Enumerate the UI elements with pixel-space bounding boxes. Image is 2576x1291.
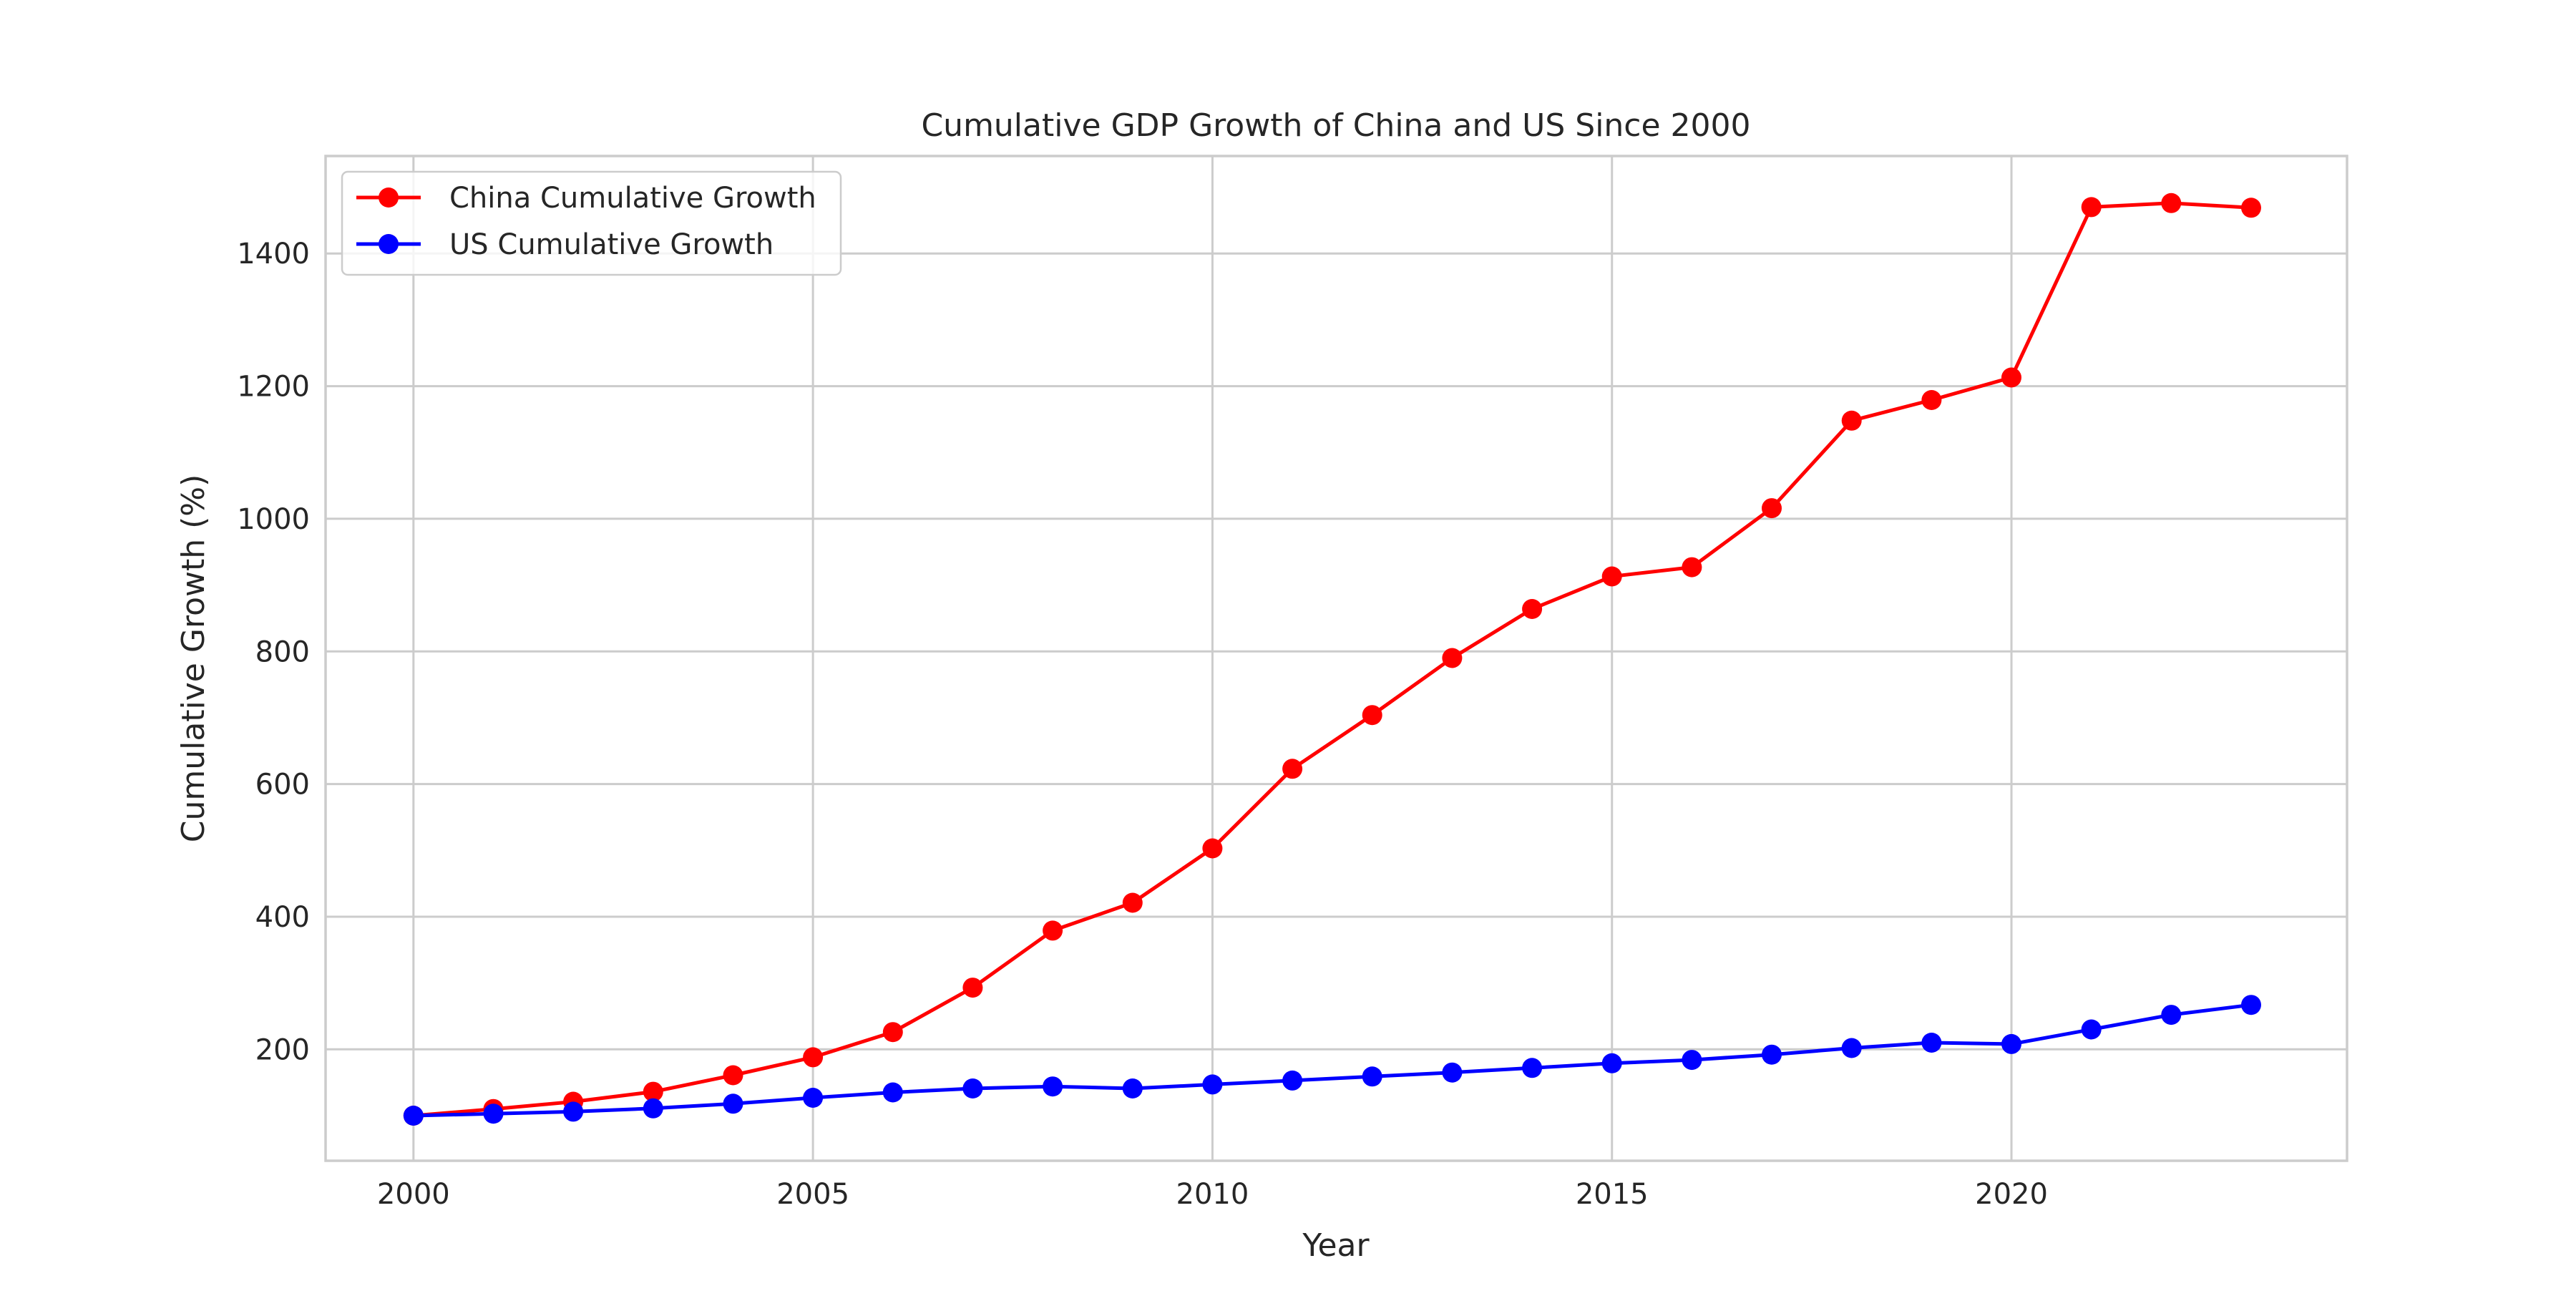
data-point-us bbox=[2161, 1005, 2182, 1026]
x-tick-label: 2020 bbox=[1975, 1178, 2048, 1211]
data-point-china bbox=[1601, 566, 1622, 587]
x-tick-label: 2010 bbox=[1176, 1178, 1249, 1211]
y-tick-label: 400 bbox=[255, 901, 310, 934]
y-tick-label: 1400 bbox=[237, 238, 310, 271]
legend-us-marker bbox=[379, 234, 399, 254]
data-point-china bbox=[1122, 892, 1143, 913]
data-point-us bbox=[1202, 1074, 1223, 1095]
chart-title: Cumulative GDP Growth of China and US Si… bbox=[921, 107, 1750, 144]
data-point-china bbox=[1841, 410, 1862, 431]
plot-area bbox=[326, 156, 2347, 1161]
data-point-us bbox=[403, 1106, 424, 1126]
data-point-us bbox=[723, 1093, 743, 1114]
y-axis-label: Cumulative Growth (%) bbox=[175, 474, 212, 843]
data-point-us bbox=[962, 1078, 983, 1098]
data-point-us bbox=[483, 1104, 504, 1124]
data-point-china bbox=[1921, 390, 1942, 410]
series-line-us bbox=[411, 1003, 2253, 1118]
series-us bbox=[403, 995, 2261, 1126]
data-point-us bbox=[2081, 1019, 2102, 1040]
data-point-china bbox=[1202, 838, 1223, 859]
data-point-us bbox=[882, 1082, 903, 1103]
data-point-us bbox=[563, 1101, 584, 1122]
plot-frame bbox=[324, 155, 2348, 1162]
data-point-china bbox=[1043, 920, 1063, 941]
data-point-us bbox=[1841, 1038, 1862, 1058]
data-point-us bbox=[1601, 1053, 1622, 1073]
series-lines bbox=[403, 193, 2261, 1126]
legend-china-label: China Cumulative Growth bbox=[449, 182, 816, 215]
legend: China Cumulative Growth US Cumulative Gr… bbox=[341, 170, 842, 276]
legend-china-marker bbox=[379, 187, 399, 208]
data-point-us bbox=[1682, 1050, 1702, 1071]
data-point-us bbox=[643, 1098, 663, 1119]
data-point-china bbox=[803, 1047, 824, 1068]
data-point-us bbox=[1362, 1066, 1382, 1087]
data-point-us bbox=[2001, 1033, 2021, 1054]
data-point-us bbox=[1122, 1078, 1143, 1098]
data-point-china bbox=[962, 978, 983, 998]
series-china bbox=[403, 193, 2261, 1126]
y-tick-label: 800 bbox=[255, 635, 310, 668]
data-point-china bbox=[1682, 557, 1702, 578]
data-point-china bbox=[1762, 498, 1782, 519]
data-point-us bbox=[1043, 1076, 1063, 1097]
data-point-us bbox=[2241, 995, 2261, 1015]
x-tick-label: 2005 bbox=[776, 1178, 849, 1211]
data-point-us bbox=[803, 1088, 824, 1108]
data-point-china bbox=[1362, 705, 1382, 726]
legend-box bbox=[341, 170, 842, 276]
data-point-china bbox=[2081, 197, 2102, 218]
data-point-us bbox=[1762, 1044, 1782, 1065]
data-point-china bbox=[2001, 367, 2021, 388]
tick-labels: 2000 2005 2010 2015 2020 200 400 600 800 1000 1200… bbox=[237, 238, 2048, 1211]
data-point-china bbox=[2161, 193, 2182, 213]
data-point-china bbox=[2241, 198, 2261, 218]
data-point-china bbox=[882, 1022, 903, 1043]
data-point-us bbox=[1522, 1058, 1543, 1078]
data-point-us bbox=[1282, 1070, 1303, 1091]
y-tick-label: 600 bbox=[255, 769, 310, 802]
data-point-china bbox=[1522, 599, 1543, 619]
data-point-us bbox=[1921, 1033, 1942, 1053]
series-line-china bbox=[411, 201, 2253, 1118]
x-axis-label: Year bbox=[1302, 1227, 1370, 1264]
data-point-us bbox=[1442, 1062, 1463, 1083]
y-tick-label: 1200 bbox=[237, 371, 310, 404]
data-point-china bbox=[723, 1065, 743, 1086]
data-point-china bbox=[1282, 759, 1303, 779]
x-tick-label: 2000 bbox=[377, 1178, 450, 1211]
data-point-china bbox=[643, 1081, 663, 1102]
legend-us-label: US Cumulative Growth bbox=[449, 228, 774, 261]
y-tick-label: 1000 bbox=[237, 503, 310, 536]
x-tick-label: 2015 bbox=[1576, 1178, 1649, 1211]
data-point-china bbox=[1442, 648, 1463, 668]
y-tick-label: 200 bbox=[255, 1033, 310, 1066]
